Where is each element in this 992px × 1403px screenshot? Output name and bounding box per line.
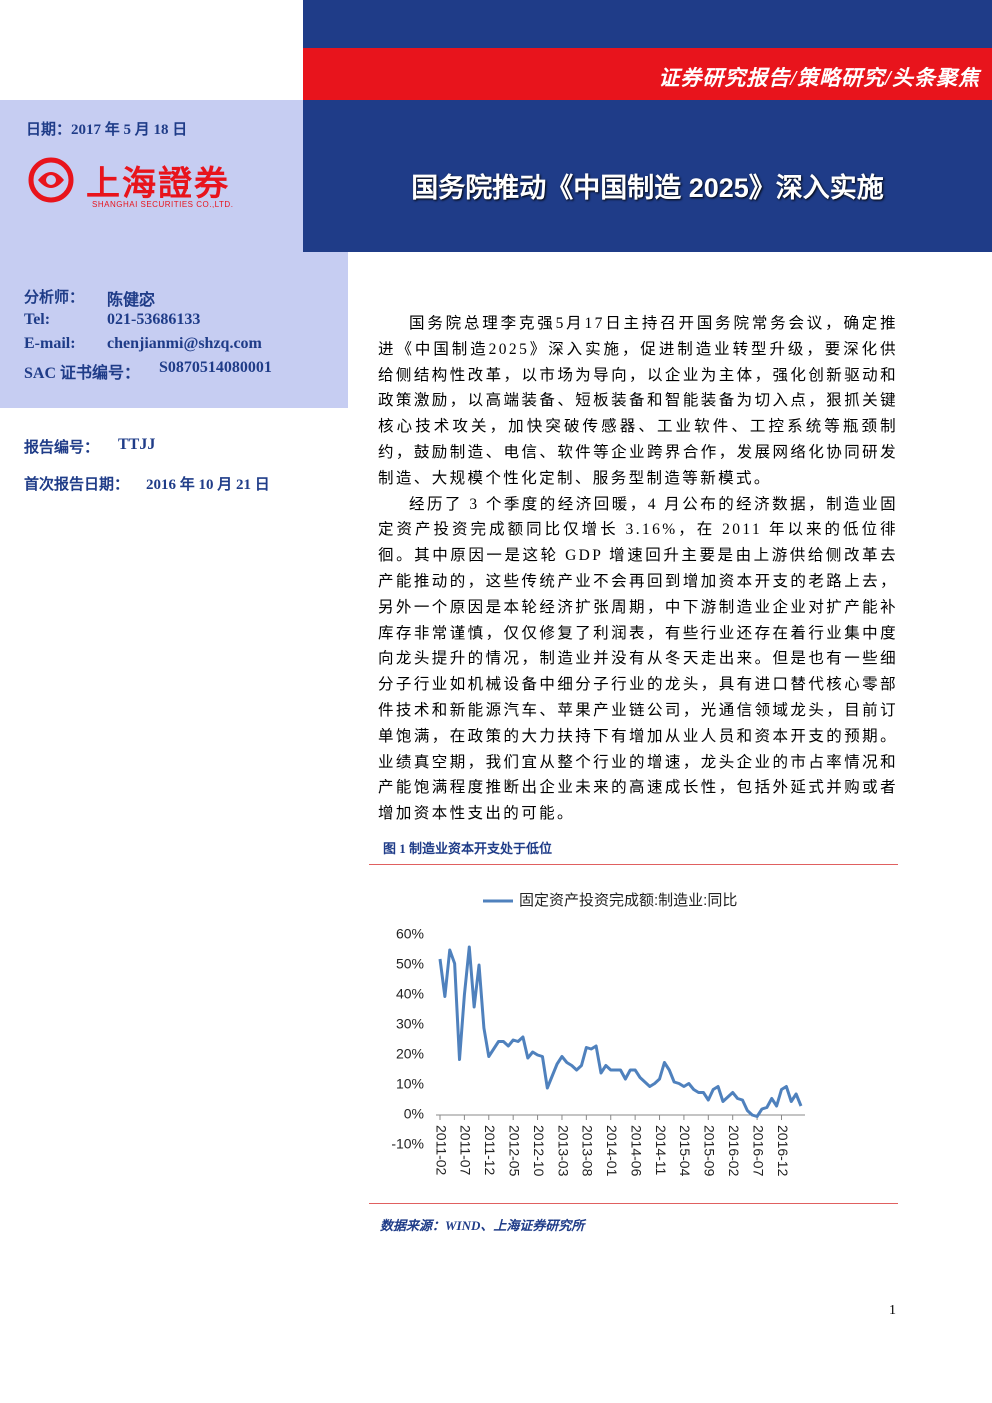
x-tick-label: 2011-07	[458, 1125, 474, 1176]
page-number: 1	[889, 1303, 896, 1318]
x-tick-label: 2016-02	[726, 1125, 742, 1177]
x-tick-label: 2014-01	[604, 1125, 620, 1177]
x-tick-label: 2015-04	[677, 1125, 693, 1177]
y-tick-label: -10%	[391, 1136, 424, 1152]
title-box: 国务院推动《中国制造 2025》深入实施	[303, 100, 992, 252]
analyst-label: Tel:	[24, 311, 51, 328]
paragraph: 经历了 3 个季度的经济回暖，4 月公布的经济数据，制造业固定资产投资完成额同比…	[378, 495, 898, 823]
x-tick-label: 2013-08	[580, 1125, 596, 1177]
figure-rule	[369, 864, 898, 865]
analyst-label: SAC 证书编号：	[24, 365, 141, 382]
figure-source: 数据来源：WIND、上海证券研究所	[380, 1218, 585, 1233]
y-tick-label: 60%	[396, 926, 424, 942]
paragraph: 国务院总理李克强5月17日主持召开国务院常务会议，确定推进《中国制造2025》深…	[378, 315, 898, 487]
legend-label: 固定资产投资完成额:制造业:同比	[519, 892, 737, 909]
x-tick-label: 2014-06	[628, 1125, 644, 1177]
logo-emblem	[28, 157, 74, 203]
report-type: 证券研究报告/策略研究/头条聚焦	[658, 66, 980, 90]
analyst-value: chenjianmi@shzq.com	[107, 335, 262, 352]
info-label: 报告编号：	[24, 440, 100, 456]
y-tick-label: 40%	[396, 986, 424, 1002]
x-tick-label: 2014-11	[653, 1125, 669, 1176]
info-value: TTJJ	[118, 436, 156, 453]
body: 国务院总理李克强5月17日主持召开国务院常务会议，确定推进《中国制造2025》深…	[378, 311, 898, 827]
info-value: 2016 年 10 月 21 日	[146, 477, 270, 493]
header-red-band: 证券研究报告/策略研究/头条聚焦	[303, 48, 992, 100]
x-tick-label: 2016-07	[750, 1125, 766, 1177]
x-tick-label: 2011-12	[482, 1125, 498, 1176]
logo-name: 上海證券	[86, 166, 230, 203]
analyst-value: S0870514080001	[159, 359, 272, 376]
x-tick-label: 2013-03	[555, 1125, 571, 1177]
figure-rule	[369, 1203, 898, 1204]
header-band	[303, 0, 992, 48]
y-tick-label: 0%	[404, 1106, 424, 1122]
report-date: 日期：2017 年 5 月 18 日	[26, 122, 188, 138]
x-tick-label: 2011-02	[433, 1125, 449, 1176]
analyst-value: 021-53686133	[107, 311, 201, 328]
y-tick-label: 30%	[396, 1016, 424, 1032]
analyst-value: 陈健宓	[107, 292, 156, 309]
y-tick-label: 50%	[396, 956, 424, 972]
x-tick-label: 2012-05	[506, 1125, 522, 1177]
analyst-label: 分析师：	[24, 290, 85, 306]
report-title: 国务院推动《中国制造 2025》深入实施	[411, 173, 884, 203]
analyst-box: 分析师： 陈健宓 Tel: 021-53686133 E-mail: chenj…	[0, 252, 348, 408]
x-tick-label: 2015-09	[702, 1125, 718, 1177]
date-box: 日期：2017 年 5 月 18 日 上海證券 SHANGHAI SECURIT…	[0, 100, 303, 252]
x-tick-label: 2012-10	[531, 1125, 547, 1177]
analyst-label: E-mail:	[24, 335, 76, 352]
y-tick-label: 10%	[396, 1076, 424, 1092]
logo-english: SHANGHAI SECURITIES CO.,LTD.	[92, 200, 234, 209]
data-line	[438, 945, 803, 1118]
info-label: 首次报告日期：	[24, 477, 130, 493]
x-tick-label: 2016-12	[775, 1125, 791, 1177]
figure-caption: 图 1 制造业资本开支处于低位	[383, 841, 553, 856]
y-tick-label: 20%	[396, 1046, 424, 1062]
